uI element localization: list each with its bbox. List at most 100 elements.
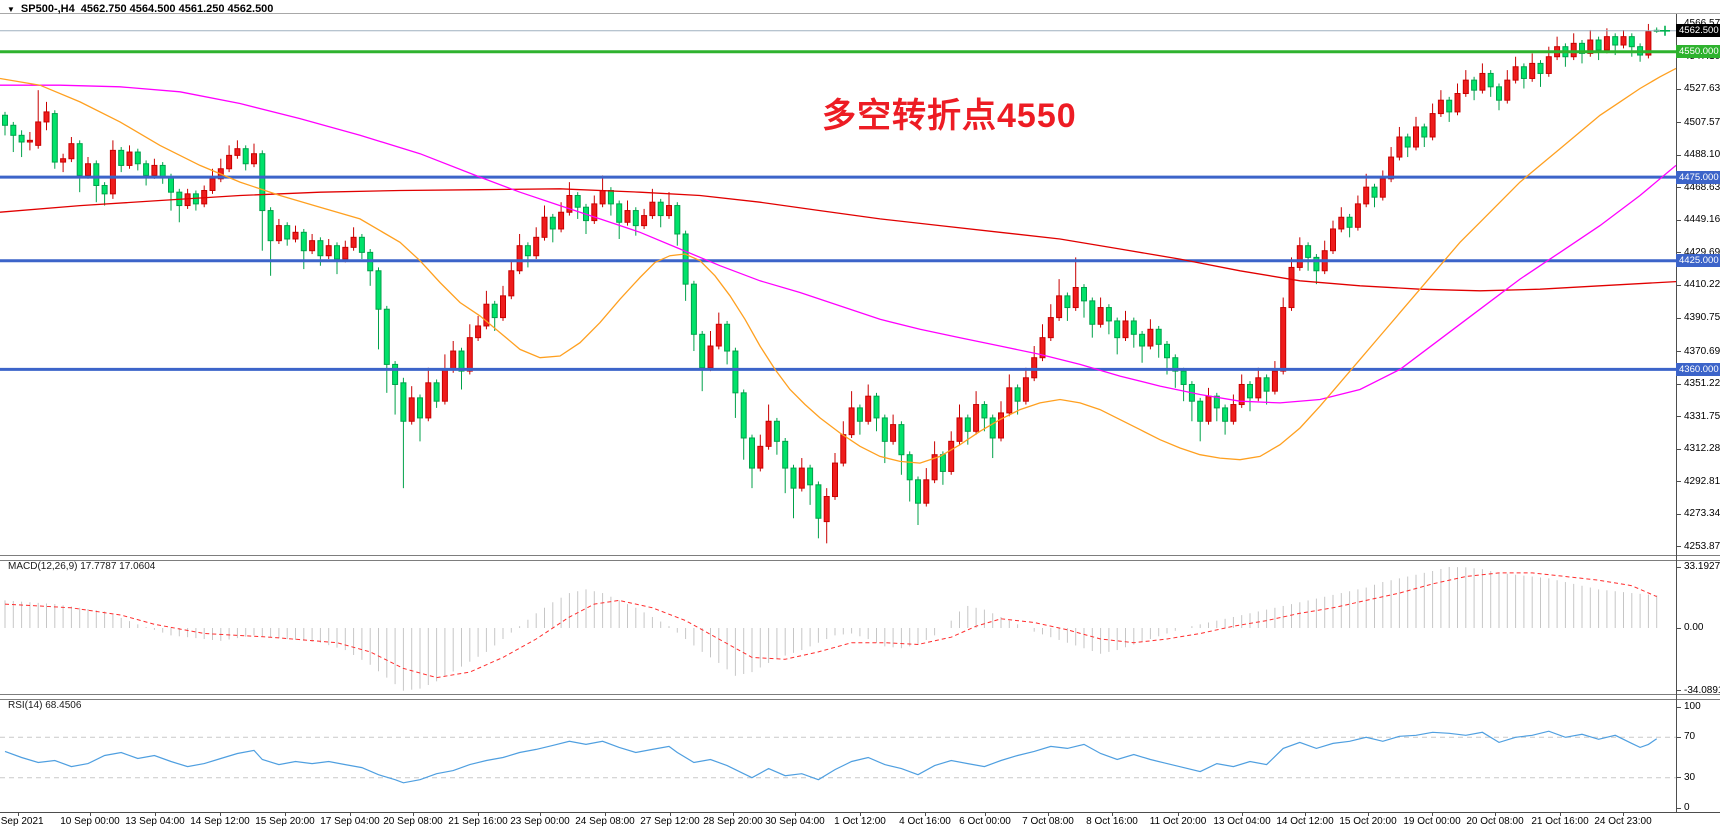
candle-body xyxy=(251,153,257,165)
candle-body xyxy=(1496,86,1502,101)
ma-fast-line xyxy=(0,67,1677,464)
candle-body xyxy=(1471,79,1478,91)
time-tick-label: 20 Oct 08:00 xyxy=(1466,816,1524,827)
candle-body xyxy=(425,382,432,419)
candle-body xyxy=(1479,72,1486,91)
candle-body xyxy=(68,143,75,160)
candle-body xyxy=(782,440,789,469)
candle-body xyxy=(1056,295,1063,319)
candle-body xyxy=(209,178,216,192)
rsi-scale-label: 70 xyxy=(1684,731,1696,743)
candle-body xyxy=(151,164,158,176)
price-tick-mark xyxy=(1676,122,1681,124)
time-tick-label: 21 Sep 16:00 xyxy=(448,816,508,827)
price-tick-mark xyxy=(1676,416,1681,418)
candle-body xyxy=(1172,357,1179,372)
candle-body xyxy=(450,350,457,370)
candle-body xyxy=(1296,245,1303,268)
candle-body xyxy=(533,236,540,257)
candle-body xyxy=(624,210,631,223)
time-tick-label: 10 Sep 00:00 xyxy=(60,816,120,827)
time-tick-label: 24 Oct 23:00 xyxy=(1594,816,1652,827)
candle-body xyxy=(143,163,150,176)
candle-body xyxy=(890,424,897,442)
rsi-scale-label: 0 xyxy=(1684,802,1690,813)
candle-body xyxy=(873,395,880,419)
candle-body xyxy=(1529,62,1536,79)
price-tick-label: 4566.570 xyxy=(1684,18,1720,29)
rsi-tick-mark xyxy=(1676,807,1681,809)
candle-body xyxy=(1097,307,1104,325)
ask-plus-icon xyxy=(1660,25,1670,36)
rsi-line xyxy=(4,730,1658,784)
candle-body xyxy=(832,462,838,498)
candle-body xyxy=(632,210,639,227)
collapse-chart-icon[interactable]: ▼ xyxy=(7,4,15,14)
candle-body xyxy=(948,440,955,472)
candle-body xyxy=(417,397,423,419)
candle-body xyxy=(732,350,739,394)
ma-slow-line xyxy=(0,188,1677,292)
time-tick-label: 20 Sep 08:00 xyxy=(383,816,443,827)
candle-body xyxy=(1230,404,1237,422)
candle-body xyxy=(2,114,8,126)
candle-body xyxy=(392,363,399,385)
price-tick-mark xyxy=(1676,154,1681,156)
macd-rsi-divider[interactable] xyxy=(0,694,1720,700)
candle-body xyxy=(798,467,805,489)
candle-body xyxy=(1022,377,1029,402)
price-tick-mark xyxy=(1676,546,1681,548)
candle-body xyxy=(1437,99,1444,115)
candle-body xyxy=(126,151,133,166)
rsi-indicator-label: RSI(14) 68.4506 xyxy=(8,700,82,711)
candle-body xyxy=(865,395,872,422)
macd-scale-label: 33.1927 xyxy=(1684,561,1720,572)
candle-body xyxy=(939,454,946,472)
time-tick-label: 13 Oct 04:00 xyxy=(1213,816,1271,827)
time-tick-label: 13 Sep 04:00 xyxy=(125,816,185,827)
candle-body xyxy=(1379,178,1386,198)
candle-body xyxy=(1446,99,1453,113)
candle-body xyxy=(1404,136,1411,148)
time-tick-mark xyxy=(1368,812,1369,816)
main-macd-divider[interactable] xyxy=(0,555,1720,561)
time-tick-label: 15 Sep 20:00 xyxy=(255,816,315,827)
candle-body xyxy=(898,424,905,456)
candle-body xyxy=(1620,36,1627,46)
candle-body xyxy=(1388,156,1395,180)
time-tick-mark xyxy=(1623,812,1624,816)
candle-body xyxy=(1545,56,1552,74)
price-tick-mark xyxy=(1676,187,1681,189)
candle-body xyxy=(342,246,349,260)
candle-body xyxy=(915,479,921,504)
time-tick-mark xyxy=(478,812,479,816)
candle-body xyxy=(989,417,996,439)
candle-body xyxy=(807,467,814,486)
candle-body xyxy=(118,149,125,166)
time-tick-label: 8 Oct 16:00 xyxy=(1086,816,1138,827)
price-tick-mark xyxy=(1676,383,1681,385)
candle-body xyxy=(1081,286,1087,302)
candle-body xyxy=(707,345,714,369)
price-tick-label: 4429.690 xyxy=(1684,246,1720,258)
price-tick-label: 4253.870 xyxy=(1684,540,1720,552)
candle-body xyxy=(674,205,681,235)
candle-body xyxy=(757,445,764,469)
time-tick-mark xyxy=(1495,812,1496,816)
time-tick-label: 7 Oct 08:00 xyxy=(1022,816,1074,827)
candle-body xyxy=(1487,72,1494,88)
candle-body xyxy=(1197,400,1204,422)
time-tick-label: 21 Oct 16:00 xyxy=(1531,816,1589,827)
candle-body xyxy=(1039,337,1046,359)
candle-body xyxy=(1180,370,1187,385)
candle-body xyxy=(724,323,731,352)
candle-body xyxy=(159,164,166,178)
candle-body xyxy=(300,231,307,252)
price-tick-label: 4449.160 xyxy=(1684,214,1720,226)
candle-body xyxy=(1238,383,1245,406)
candle-body xyxy=(1396,136,1403,158)
time-tick-mark xyxy=(285,812,286,816)
time-tick-label: 14 Sep 12:00 xyxy=(190,816,250,827)
